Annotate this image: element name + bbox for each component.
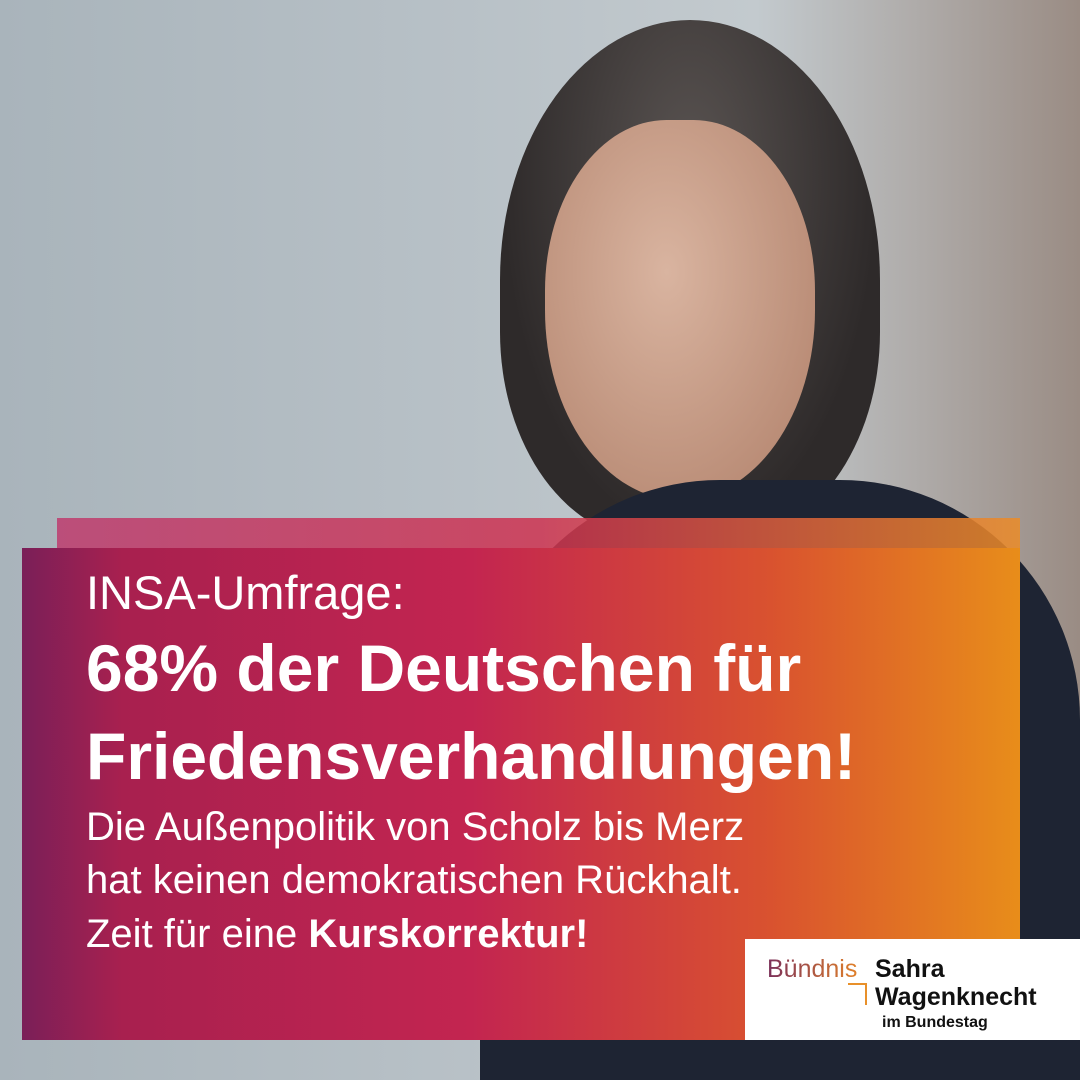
logo-subtitle: im Bundestag xyxy=(882,1014,988,1031)
body-line-2: hat keinen demokratischen Rückhalt. xyxy=(86,858,742,902)
logo-corner-mark xyxy=(848,983,867,1005)
body-line-3-prefix: Zeit für eine xyxy=(86,912,309,956)
body-line-1: Die Außenpolitik von Scholz bis Merz xyxy=(86,805,745,849)
bsw-logo: Bündnis Sahra Wagenknecht im Bundestag xyxy=(745,939,1080,1040)
body-line-3: Zeit für eine Kurskorrektur! xyxy=(86,912,588,957)
body-line-3-bold: Kurskorrektur! xyxy=(308,912,589,956)
logo-name: Sahra Wagenknecht xyxy=(875,955,1037,1011)
logo-word-wagenknecht: Wagenknecht xyxy=(875,983,1037,1011)
headline-intro: INSA-Umfrage: xyxy=(86,566,405,619)
headline-line-1: 68% der Deutschen für xyxy=(86,631,802,705)
headline-line-2: Friedensverhandlungen! xyxy=(86,719,857,793)
photo-face xyxy=(545,120,815,500)
logo-word-buendnis: Bündnis xyxy=(767,955,858,983)
logo-word-sahra: Sahra xyxy=(875,955,945,983)
